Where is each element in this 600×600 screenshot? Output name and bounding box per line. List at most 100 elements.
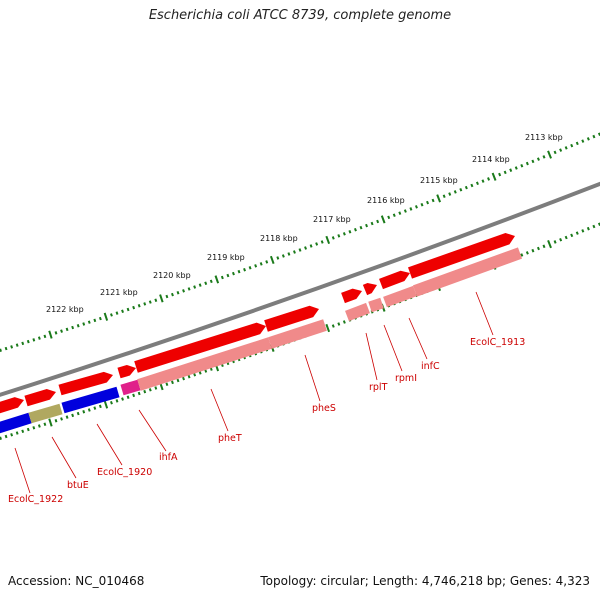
tick-mark	[498, 172, 502, 177]
kbp-label: 2120 kbp	[153, 271, 191, 280]
tick-mark	[304, 246, 307, 250]
tick-mark	[126, 395, 130, 399]
forward-gene	[264, 305, 319, 332]
tick-mark	[15, 343, 19, 347]
tick-mark	[82, 410, 86, 414]
tick-mark	[54, 331, 58, 335]
tick-mark	[154, 298, 158, 302]
kbp-labels: 2122 kbp 2121 kbp 2120 kbp 2119 kbp 2118…	[46, 133, 563, 314]
tick-mark	[126, 307, 130, 312]
tick-mark	[103, 400, 109, 409]
tick-mark	[115, 399, 119, 403]
tick-mark	[26, 427, 30, 432]
gene-label-rplt: rplT	[369, 382, 388, 393]
tick-mark	[575, 141, 579, 146]
tick-mark	[481, 179, 485, 183]
tick-mark	[276, 256, 280, 260]
tick-mark	[137, 304, 141, 308]
forward-gene	[341, 288, 362, 304]
tick-mark	[559, 148, 563, 152]
tick-mark	[32, 426, 36, 430]
tick-mark	[48, 418, 53, 427]
tick-mark	[176, 290, 180, 295]
gene-labels: EcolC_1922 btuE EcolC_1920 ihfA pheT phe…	[8, 337, 525, 505]
tick-mark	[398, 211, 402, 215]
reverse-gene	[0, 412, 32, 434]
gene-label-infc: infC	[421, 361, 440, 372]
gene-label-ecolc-1913: EcolC_1913	[470, 337, 525, 348]
tick-mark	[337, 234, 341, 238]
tick-mark	[281, 254, 285, 258]
genome-backbone	[0, 181, 600, 397]
tick-mark	[204, 369, 208, 373]
tick-mark	[503, 170, 507, 175]
tick-mark	[426, 200, 430, 205]
tick-mark	[65, 327, 69, 332]
tick-mark	[475, 181, 479, 186]
tick-mark	[198, 371, 202, 375]
tick-mark	[76, 411, 80, 416]
tick-mark	[159, 294, 164, 303]
tick-mark	[132, 393, 136, 398]
tick-mark	[93, 318, 97, 323]
tick-mark	[110, 400, 113, 405]
gene-label-ecolc-1920: EcolC_1920	[97, 467, 152, 478]
tick-mark	[171, 380, 174, 385]
tick-mark	[564, 235, 568, 240]
tick-mark	[414, 205, 418, 209]
tick-mark	[43, 422, 47, 427]
tick-mark	[431, 198, 435, 203]
tick-mark	[54, 418, 58, 423]
tick-mark	[115, 311, 119, 315]
forward-gene	[58, 371, 113, 396]
gene-label-btue: btuE	[67, 480, 89, 491]
tick-mark	[209, 279, 213, 284]
tick-mark	[520, 164, 524, 168]
tick-mark	[198, 283, 202, 287]
tick-mark	[254, 264, 258, 268]
tick-mark	[409, 207, 413, 211]
kbp-label: 2118 kbp	[260, 234, 298, 243]
tick-mark	[436, 194, 442, 203]
tick-mark	[259, 262, 263, 266]
tick-mark	[87, 320, 91, 324]
forward-gene	[24, 389, 56, 407]
tick-mark	[553, 240, 557, 244]
tick-mark	[453, 190, 457, 194]
accession-text: Accession: NC_010468	[8, 574, 145, 588]
tick-mark	[570, 143, 574, 148]
gene-ecolc-1920	[61, 386, 120, 414]
tick-mark	[370, 221, 374, 226]
tick-mark	[387, 215, 391, 220]
tick-mark	[464, 185, 468, 190]
tick-mark	[10, 345, 14, 349]
tick-mark	[331, 324, 335, 328]
tick-mark	[581, 139, 585, 143]
tick-mark	[4, 346, 8, 351]
tick-mark	[165, 382, 169, 386]
tick-mark	[87, 408, 91, 412]
tick-mark	[98, 404, 102, 409]
forward-gene	[362, 283, 377, 296]
tick-mark	[71, 325, 75, 330]
label-leader	[408, 317, 428, 360]
tick-mark	[4, 434, 8, 439]
tick-mark	[48, 330, 53, 339]
forward-gene	[379, 270, 410, 290]
tick-mark	[287, 252, 291, 256]
tick-mark	[509, 168, 513, 172]
kbp-label: 2115 kbp	[420, 176, 458, 185]
tick-mark	[187, 287, 191, 291]
tick-mark	[82, 322, 86, 326]
tick-mark	[525, 161, 529, 166]
tick-mark	[37, 424, 41, 428]
tick-mark	[103, 312, 109, 321]
tick-mark	[392, 213, 396, 217]
tick-mark	[71, 413, 75, 418]
tick-mark	[26, 339, 30, 344]
tick-mark	[269, 255, 275, 265]
tick-mark	[10, 433, 14, 437]
forward-gene	[117, 364, 136, 379]
tick-mark	[342, 232, 346, 236]
